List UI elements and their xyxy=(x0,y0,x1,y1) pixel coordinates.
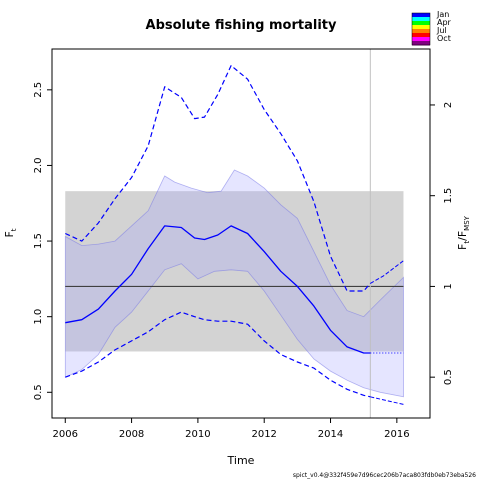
x-tick-label: 2016 xyxy=(384,429,409,440)
legend-color-swatch xyxy=(412,41,430,46)
ft-estimate-line xyxy=(65,225,371,354)
y2-tick-label: 2 xyxy=(443,102,454,108)
y2-tick-label: 0.5 xyxy=(443,369,454,385)
y2-axis-label: Ft/FMSY xyxy=(456,215,471,250)
legend-color-swatch xyxy=(412,21,430,26)
y2-axis-label-sub-a: t xyxy=(463,241,471,244)
ft-upper-ci-line xyxy=(65,64,371,292)
y-axis-label-sub: t xyxy=(10,228,18,231)
version-footer: spict_v0.4@332f459e7d96cec206b7aca803fdb… xyxy=(293,472,476,479)
ft-upper-forecast-line xyxy=(370,260,404,284)
legend-entry-label: Jul xyxy=(436,26,447,35)
y2-tick-label: 1.5 xyxy=(443,188,454,204)
svg-text:Ft: Ft xyxy=(3,228,18,237)
legend-color-swatch xyxy=(412,17,430,22)
y2-tick-label: 1 xyxy=(443,283,454,289)
legend-color-swatch xyxy=(412,29,430,34)
x-tick-label: 2012 xyxy=(251,429,276,440)
x-tick-label: 2006 xyxy=(53,429,78,440)
ft-lower-forecast-line xyxy=(370,396,404,405)
y-tick-label: 1.5 xyxy=(33,233,44,249)
y-axis-label: Ft xyxy=(3,228,18,237)
x-tick-label: 2008 xyxy=(119,429,144,440)
legend-entry-label: Apr xyxy=(437,18,452,27)
plot-area: 2006 2008 2010 2012 2014 2016 0.5 1.0 1.5 2.0 2.5 0… xyxy=(33,48,454,440)
y-tick-label: 2.0 xyxy=(33,157,44,173)
legend-color-swatch xyxy=(412,37,430,42)
legend-color-swatch xyxy=(412,13,430,18)
svg-text:Ft/FMSY: Ft/FMSY xyxy=(456,215,471,250)
x-tick-label: 2010 xyxy=(185,429,210,440)
legend-color-swatch xyxy=(412,33,430,38)
fmsy-band xyxy=(65,191,404,352)
legend-color-swatch xyxy=(412,25,430,30)
y-tick-label: 0.5 xyxy=(33,384,44,400)
y-tick-label: 2.5 xyxy=(33,82,44,98)
y2-axis-label-sub-b: MSY xyxy=(463,215,471,230)
ci-band xyxy=(64,169,404,398)
x-axis-label: Time xyxy=(227,454,255,467)
y-axis-label-main: F xyxy=(3,231,16,237)
plot-frame xyxy=(51,48,431,419)
y2-axis-label-main-b: F xyxy=(456,231,469,237)
y2-axis-label-main-a: F xyxy=(456,244,469,250)
legend-entry-label: Jan xyxy=(436,10,449,19)
legend-frame xyxy=(411,12,431,46)
ft-lower-ci-line xyxy=(65,311,371,398)
legend-entry-label: Oct xyxy=(437,34,451,43)
x-tick-label: 2014 xyxy=(318,429,343,440)
y-tick-label: 1.0 xyxy=(33,309,44,325)
chart-title: Absolute fishing mortality xyxy=(146,18,337,33)
